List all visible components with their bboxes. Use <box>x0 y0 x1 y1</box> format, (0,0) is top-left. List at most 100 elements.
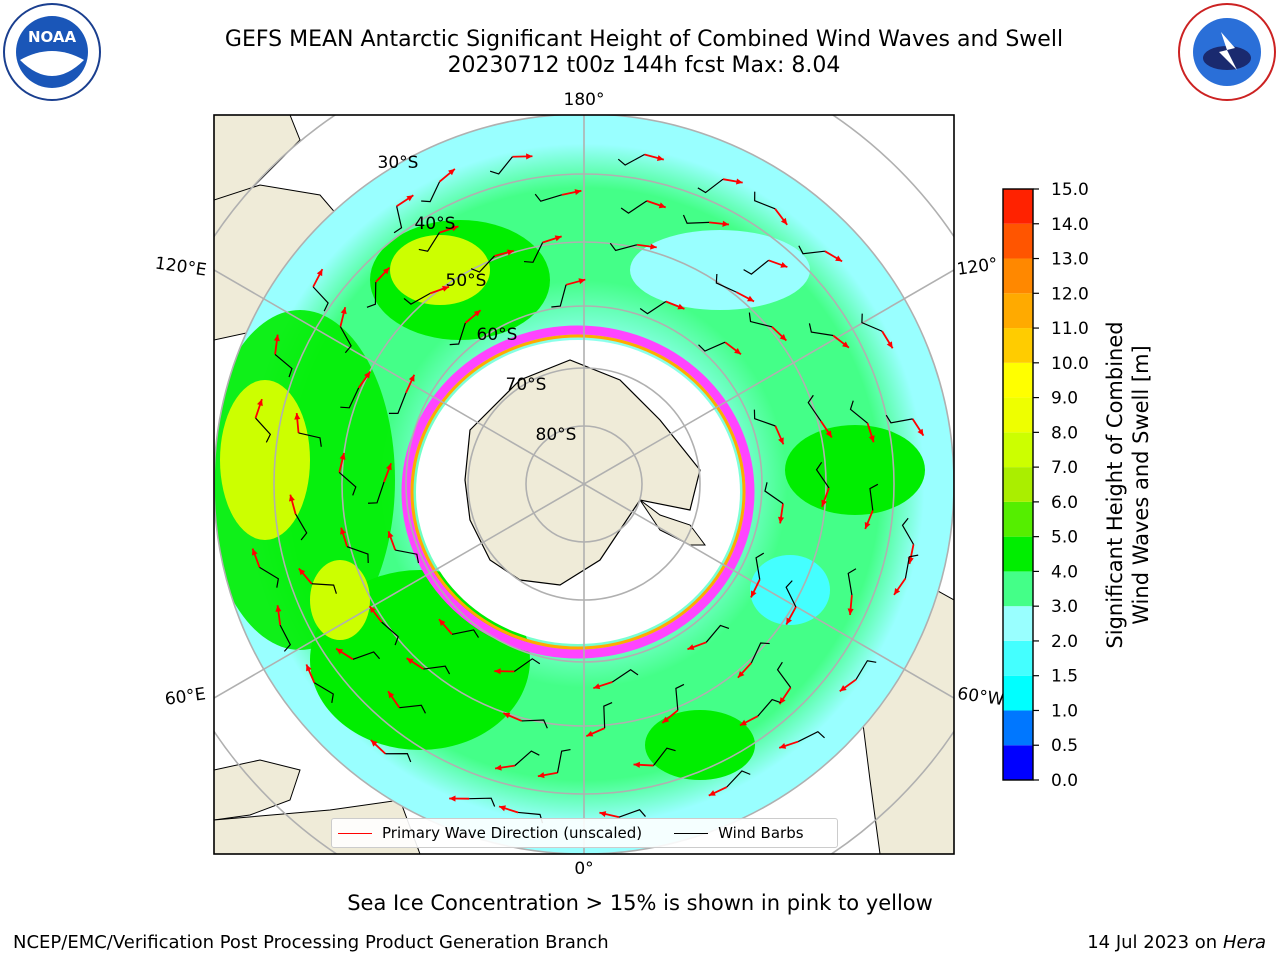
wave-arrow-head <box>778 437 784 445</box>
colorbar-bin <box>1003 467 1033 502</box>
nws-logo <box>1178 3 1276 101</box>
wave-arrow-head <box>503 712 511 719</box>
wave-arrow-head <box>442 285 450 292</box>
wind-barb <box>748 312 773 328</box>
wave-arrow-head <box>473 310 481 317</box>
footer-credit: NCEP/EMC/Verification Post Processing Pr… <box>13 932 609 953</box>
wave-arrow-head <box>650 243 657 250</box>
wave-arrow-head <box>633 761 640 768</box>
wave-arrow-head <box>364 371 371 379</box>
wind-barb <box>385 752 412 763</box>
wave-arrow-head <box>388 691 395 699</box>
lon-label-top: 180° <box>564 90 605 110</box>
wind-barb <box>755 552 765 580</box>
wind-barb <box>869 483 879 511</box>
wave-arrow-head <box>779 742 787 749</box>
wind-barb <box>847 568 857 596</box>
colorbar-tick-label: 0.5 <box>1051 736 1078 756</box>
colorbar-tick-label: 0.0 <box>1051 771 1078 791</box>
wind-barb <box>698 341 726 352</box>
wind-barb <box>469 797 496 807</box>
wave-arrow-head <box>658 202 666 209</box>
colorbar-tick-label: 4.0 <box>1051 562 1078 582</box>
colorbar-bin <box>1003 571 1033 607</box>
wind-barb <box>489 156 513 175</box>
wave-arrow-head <box>662 716 670 723</box>
wave-arrow-head <box>839 685 847 692</box>
colorbar-frame <box>1002 188 1034 781</box>
wind-barb <box>764 482 784 505</box>
colorbar-bin <box>1003 710 1033 746</box>
wave-arrow-head <box>868 435 875 443</box>
wave-arrow-head <box>894 587 901 595</box>
wind-barb <box>726 770 751 788</box>
colorbar-tick-label: 7.0 <box>1051 458 1078 478</box>
lat-label-60s: 60°S <box>477 325 518 345</box>
lat-label-80s: 80°S <box>536 425 577 445</box>
wave-arrow-head <box>370 740 378 747</box>
wave-blob-south-aus-max <box>390 235 490 305</box>
wind-barb <box>618 809 646 818</box>
wind-barb <box>521 719 548 729</box>
wind-barb <box>274 353 293 378</box>
wave-arrow-head <box>382 267 390 275</box>
colorbar-label: Significant Height of Combined Wind Wave… <box>1102 321 1154 648</box>
wind-barb <box>403 292 431 305</box>
wind-barb <box>367 481 385 504</box>
wave-arrow-head <box>747 295 755 302</box>
wind-barb <box>617 153 645 166</box>
colorbar-tick-label: 12.0 <box>1051 284 1089 304</box>
wave-arrow-head <box>408 374 415 382</box>
wind-barb <box>311 583 337 594</box>
wind-barb <box>449 322 466 346</box>
colorbar-tick-label: 6.0 <box>1051 493 1078 513</box>
wave-arrow-head <box>779 697 786 705</box>
wind-barb <box>339 326 352 354</box>
colorbar-tick-label: 15.0 <box>1051 180 1089 200</box>
wind-barb <box>514 750 540 767</box>
wave-arrow-head <box>656 155 664 161</box>
colorbar-tick-label: 14.0 <box>1051 215 1089 235</box>
wind-barb <box>259 566 280 588</box>
wind-barb <box>421 181 441 203</box>
wind-barb <box>423 665 451 675</box>
wave-arrow-head <box>494 668 501 675</box>
wind-barb <box>715 273 737 293</box>
legend-label-wave: Primary Wave Direction (unscaled) <box>382 824 643 842</box>
colorbar-bin <box>1003 432 1033 468</box>
legend-swatch-wave <box>338 832 372 834</box>
wave-arrow-head <box>687 644 695 650</box>
wave-arrow-head <box>387 531 394 539</box>
wave-arrow-head <box>316 269 323 277</box>
wind-barb <box>295 513 308 541</box>
wave-arrow-head <box>677 303 685 310</box>
wave-arrow-head <box>737 670 745 678</box>
wind-barb <box>682 214 710 224</box>
colorbar-bin <box>1003 293 1033 329</box>
wind-barb <box>395 549 420 564</box>
wave-arrow-head <box>864 521 871 529</box>
wave-arrow-head <box>275 605 282 612</box>
wave-arrow-head <box>821 499 828 507</box>
wave-arrow-head <box>578 278 586 285</box>
wave-arrow-head <box>369 606 376 614</box>
colorbar-label-line1: Significant Height of Combined <box>1103 321 1127 649</box>
wind-barb <box>697 178 724 194</box>
noaa-logo-text: NOAA <box>28 28 77 46</box>
colorbar-bin <box>1003 745 1033 780</box>
wind-barb <box>609 242 638 252</box>
wave-arrow-head <box>439 619 446 626</box>
lon-label-right-lower: 60°W <box>956 684 1005 710</box>
wind-barb <box>513 658 541 672</box>
colorbar-tick-label: 10.0 <box>1051 354 1089 374</box>
wave-arrow-head <box>825 430 832 438</box>
wave-arrow-head <box>735 178 743 185</box>
wave-arrow-head <box>734 348 741 355</box>
colorbar-tick-label: 8.0 <box>1051 423 1078 443</box>
wind-barb <box>298 432 322 447</box>
wave-blob-max <box>220 380 310 540</box>
wave-arrow-head <box>294 413 301 420</box>
colorbar-tick-label: 11.0 <box>1051 319 1089 339</box>
wave-arrow-head <box>780 262 788 268</box>
wave-arrow-head <box>780 217 788 225</box>
